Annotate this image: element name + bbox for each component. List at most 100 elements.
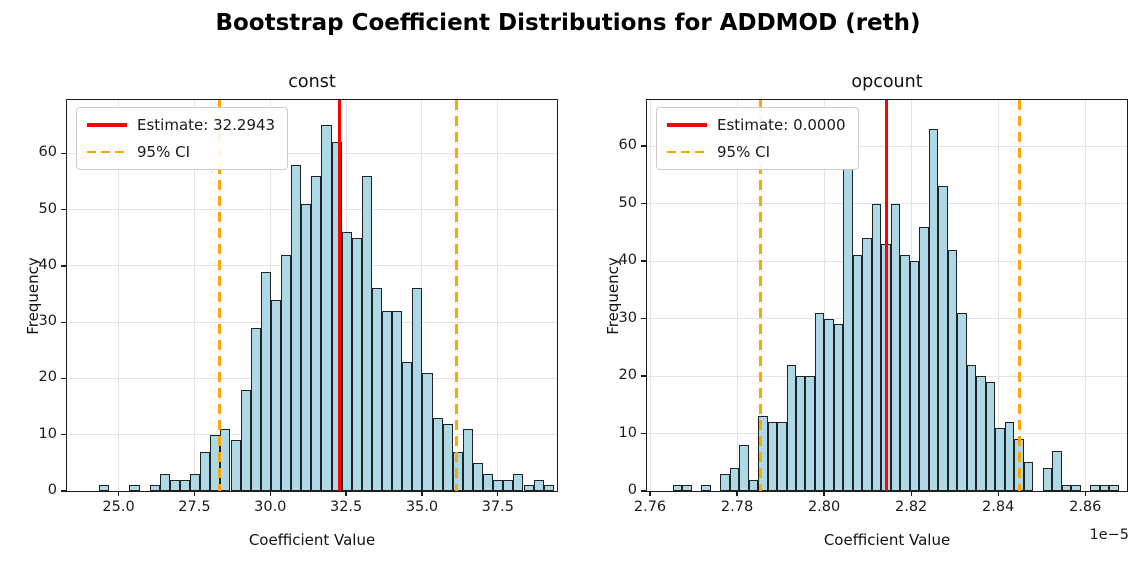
gridline — [193, 100, 195, 491]
histogram-bar — [462, 429, 473, 491]
histogram-bar — [966, 364, 977, 491]
histogram-bar — [402, 361, 413, 491]
histogram-bar — [1052, 450, 1062, 491]
histogram-bar — [220, 429, 231, 491]
gridline — [649, 100, 651, 491]
histogram-bar — [720, 473, 730, 491]
histogram-bar — [890, 203, 901, 491]
legend: Estimate: 32.2943 95% CI — [76, 107, 289, 170]
y-tick — [641, 432, 646, 435]
ci-line-upper — [1018, 100, 1021, 491]
histogram-bar — [260, 271, 271, 491]
y-tick-label: 50 — [38, 200, 57, 217]
histogram-bar — [1061, 485, 1072, 491]
estimate-line — [338, 100, 342, 491]
histogram-bar — [814, 312, 825, 491]
x-tick-label: 25.0 — [102, 499, 135, 515]
x-tick-label: 2.78 — [720, 499, 754, 515]
histogram-bar — [321, 125, 332, 491]
histogram-bar — [1090, 485, 1100, 491]
ci-line-lower — [759, 100, 762, 491]
x-tick-label: 27.5 — [178, 499, 211, 515]
y-tick-label: 40 — [38, 256, 57, 273]
histogram-bar — [281, 254, 292, 491]
histogram-bar — [382, 310, 393, 491]
histogram-bar — [493, 479, 504, 491]
histogram-bar — [682, 485, 692, 491]
y-tick — [61, 490, 66, 492]
histogram-bar — [900, 255, 910, 491]
x-tick — [497, 491, 499, 496]
y-tick-label: 50 — [618, 194, 637, 211]
histogram-bar — [190, 474, 201, 491]
histogram-bar — [767, 422, 778, 491]
y-tick-label: 0 — [627, 482, 637, 498]
legend-entry-ci: 95% CI — [87, 143, 275, 161]
gridline — [497, 100, 499, 491]
histogram-bar — [422, 372, 433, 491]
histogram-bar — [311, 175, 322, 491]
histogram-bar — [159, 474, 170, 491]
estimate-line — [884, 100, 888, 491]
x-tick — [823, 491, 825, 496]
histogram-bar — [472, 462, 484, 491]
x-tick — [421, 491, 423, 496]
y-tick-label: 60 — [38, 144, 57, 161]
histogram-bar — [412, 288, 423, 491]
y-tick — [641, 145, 646, 147]
y-tick-label: 30 — [38, 313, 57, 330]
histogram-bar — [1023, 462, 1034, 491]
subplot-title: const — [288, 72, 336, 92]
histogram-bar — [739, 445, 749, 491]
histogram-bar — [392, 310, 403, 491]
histogram-bar — [351, 237, 362, 491]
subplot-opcount: opcount Frequency Coefficient Value 1e−5… — [604, 72, 1129, 549]
subplot-const: const Frequency Coefficient Value Estima… — [24, 72, 558, 549]
estimate-line-swatch — [667, 123, 707, 127]
x-tick — [649, 491, 651, 496]
histogram-bar — [503, 479, 514, 491]
gridline — [736, 100, 738, 491]
y-tick — [641, 375, 646, 377]
legend-ci-label: 95% CI — [137, 143, 191, 161]
ci-line-swatch — [87, 150, 127, 154]
ci-line-lower — [218, 100, 221, 491]
x-tick — [997, 491, 999, 496]
legend-entry-ci: 95% CI — [667, 143, 846, 161]
subplot-title: opcount — [851, 72, 923, 92]
histogram-bar — [341, 232, 352, 491]
x-tick — [117, 491, 120, 496]
histogram-bar — [483, 474, 494, 491]
y-axis-label: Frequency — [24, 256, 42, 335]
histogram-bar — [432, 417, 443, 491]
histogram-bar — [976, 376, 986, 491]
histogram-bar — [777, 422, 787, 491]
x-tick-label: 37.5 — [481, 499, 514, 515]
histogram-bar — [729, 468, 740, 491]
histogram-bar — [99, 485, 110, 491]
histogram-bar — [200, 451, 211, 491]
x-tick — [269, 491, 271, 496]
y-tick — [641, 317, 646, 320]
histogram-bar — [270, 299, 281, 491]
histogram-bar — [852, 255, 863, 491]
histogram-bar — [1071, 485, 1081, 491]
histogram-bar — [985, 381, 996, 491]
gridline — [997, 100, 999, 491]
y-tick-label: 10 — [618, 424, 637, 441]
histogram-bar — [371, 288, 383, 491]
x-tick — [910, 491, 912, 496]
x-axis-offset-label: 1e−5 — [1089, 527, 1129, 543]
histogram-bar — [833, 324, 844, 491]
histogram-bar — [1004, 422, 1015, 491]
x-tick — [736, 491, 738, 496]
y-tick — [61, 265, 66, 267]
x-axis-label: Coefficient Value — [248, 531, 376, 549]
x-tick — [1084, 491, 1086, 496]
gridline — [67, 152, 557, 154]
histogram-bar — [862, 238, 872, 491]
x-tick-label: 30.0 — [254, 499, 287, 515]
histogram-bar — [250, 327, 261, 491]
figure-title: Bootstrap Coefficient Distributions for … — [215, 10, 921, 36]
legend-estimate-label: Estimate: 32.2943 — [137, 116, 276, 134]
